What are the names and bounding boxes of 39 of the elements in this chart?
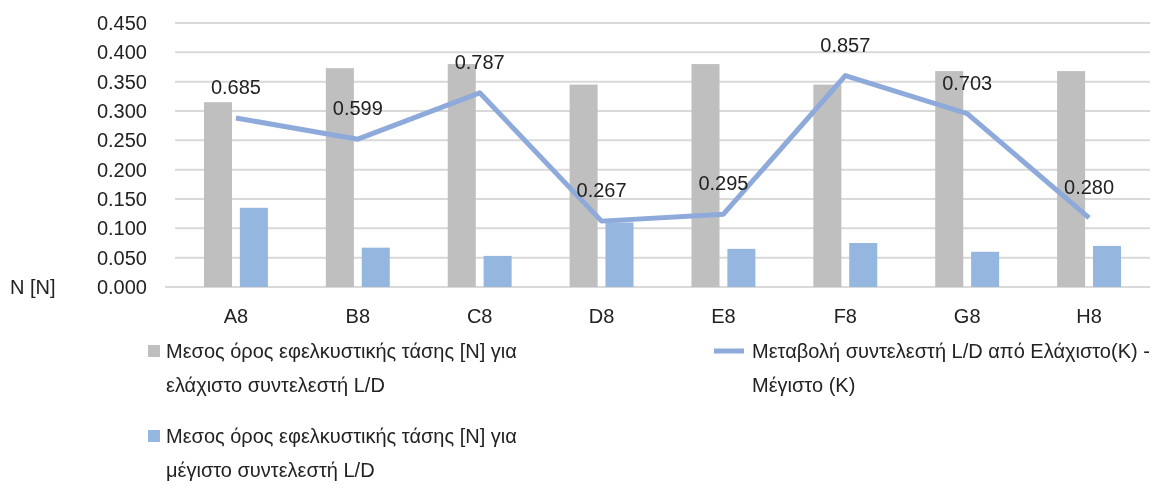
x-tick-label: H8 xyxy=(1076,305,1102,327)
bar xyxy=(203,102,233,287)
bar xyxy=(361,247,390,287)
data-label: 0.280 xyxy=(1064,175,1115,198)
bar xyxy=(727,248,756,287)
bar xyxy=(1092,245,1122,287)
y-tick-label: 0.150 xyxy=(96,188,147,210)
data-label: 0.857 xyxy=(820,33,871,56)
y-tick-label: 0.000 xyxy=(96,276,147,298)
data-label: 0.685 xyxy=(210,75,261,98)
bar xyxy=(971,251,1000,287)
y-tick-label: 0.100 xyxy=(96,217,147,240)
legend-label: Μεταβολή συντελεστή L/D από Ελάχιστο(Κ) - Μέγιστο (Κ) xyxy=(752,340,1150,396)
y-tick-label: 0.350 xyxy=(96,70,147,93)
data-label: 0.599 xyxy=(332,97,383,120)
x-tick-label: E8 xyxy=(711,305,736,327)
bar xyxy=(813,84,842,287)
bar xyxy=(483,255,512,287)
y-tick-label: 0.200 xyxy=(96,158,147,181)
bar xyxy=(849,243,878,287)
x-tick-label: A8 xyxy=(223,305,249,327)
y-tick-label: 0.250 xyxy=(96,129,147,152)
y-tick-label: 0.050 xyxy=(96,246,147,269)
bar xyxy=(239,207,268,287)
x-tick-label: D8 xyxy=(588,305,615,327)
x-tick-label: C8 xyxy=(466,305,493,327)
data-label: 0.703 xyxy=(942,71,993,94)
y-tick-label: 0.400 xyxy=(96,41,147,64)
legend-label: Μεσος όρος εφελκυστικής τάσης [N] για μέγιστο συντελεστή L/D xyxy=(166,425,517,481)
y-tick-label: 0.450 xyxy=(96,12,147,34)
data-label: 0.267 xyxy=(576,179,627,202)
y-axis-title: N [N] xyxy=(10,276,56,298)
x-tick-label: F8 xyxy=(833,305,857,327)
y-tick-label: 0.300 xyxy=(96,100,147,122)
data-label: 0.787 xyxy=(454,50,505,73)
legend-label: Μεσος όρος εφελκυστικής τάσης [N] για ελάχιστο συντελεστή L/D xyxy=(166,340,517,396)
x-tick-label: G8 xyxy=(953,305,981,327)
x-tick-label: B8 xyxy=(345,305,371,327)
data-label: 0.295 xyxy=(698,172,749,195)
